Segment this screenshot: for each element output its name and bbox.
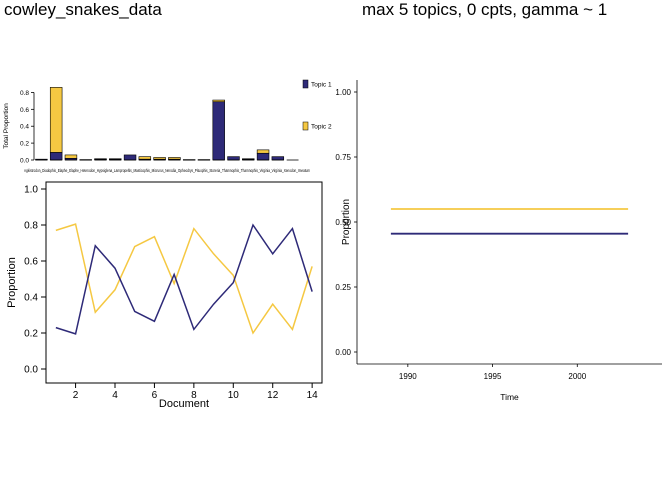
right-title: max 5 topics, 0 cpts, gamma ~ 1: [362, 0, 608, 19]
y-tick-label: 0.4: [24, 293, 38, 304]
x-tick-label: 4: [112, 390, 118, 401]
x-tick-label: 2000: [568, 372, 586, 381]
x-tick-label: 6: [152, 390, 158, 401]
x-tick-label: 12: [267, 390, 279, 401]
legend-swatch-topic-1: [302, 79, 309, 89]
y-tick-label: 1.0: [24, 185, 38, 196]
x-axis-title: Document: [159, 398, 209, 410]
legend-swatch-topic-2: [302, 121, 309, 131]
bar-segment: [94, 158, 107, 160]
y-axis-title: Proportion: [6, 257, 18, 308]
x-tick-label: 1995: [484, 372, 502, 381]
y-tick-label: 1.00: [335, 88, 351, 97]
y-tick-label: 0.8: [24, 221, 38, 232]
y-tick-label: 0.0: [24, 365, 38, 376]
bar-segment: [64, 154, 78, 159]
bar-segment: [153, 157, 166, 160]
x-tick-label: 2: [73, 390, 79, 401]
x-axis-title: Time: [500, 392, 519, 402]
y-axis-title: Total Proportion: [3, 103, 10, 149]
y-tick-label: 0.2: [20, 141, 29, 148]
x-tick-label: 14: [307, 390, 319, 401]
bar-segment: [242, 158, 255, 160]
y-tick-label: 0.50: [335, 218, 351, 227]
left-title: cowley_snakes_data: [4, 0, 162, 19]
y-tick-label: 0.0: [20, 158, 29, 165]
y-axis-title: Proportion: [341, 199, 352, 245]
x-tick-label: 1990: [399, 372, 417, 381]
bar-segment: [138, 156, 152, 160]
bar-segment: [109, 158, 122, 160]
bar-segment: [168, 157, 181, 160]
plot-frame: [45, 181, 323, 384]
y-tick-label: 0.75: [335, 153, 351, 162]
legend-label-topic-2: Topic 2: [311, 124, 332, 131]
y-tick-label: 0.2: [24, 329, 38, 340]
y-tick-label: 0.25: [335, 283, 351, 292]
y-tick-label: 0.8: [20, 90, 29, 97]
y-tick-label: 0.00: [335, 348, 351, 357]
series-line-topic-1: [55, 223, 313, 335]
y-tick-label: 0.6: [24, 257, 38, 268]
bar-segment: [49, 87, 63, 153]
x-tick-label: 10: [228, 390, 240, 401]
x-tick-label: 8: [191, 390, 197, 401]
series-line-topic-2: [55, 223, 313, 335]
x-category-labels: Agkistrodon_Diadophis_Elaphe_Elaphe_Hete…: [24, 168, 310, 173]
bar-segment: [256, 149, 270, 154]
y-tick-label: 0.4: [20, 124, 29, 131]
bar-segment: [212, 99, 225, 103]
y-tick-label: 0.6: [20, 107, 29, 114]
legend-label-topic-1: Topic 1: [311, 82, 332, 89]
